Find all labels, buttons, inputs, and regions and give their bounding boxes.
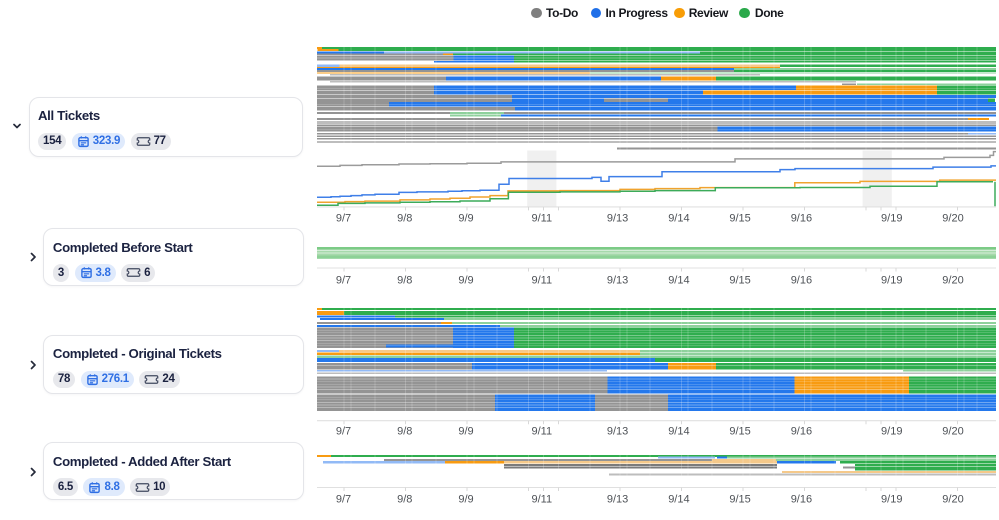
svg-text:9/19: 9/19 — [881, 212, 902, 224]
svg-text:9/20: 9/20 — [942, 425, 963, 437]
svg-text:9/14: 9/14 — [668, 212, 689, 224]
svg-text:9/15: 9/15 — [729, 425, 750, 437]
svg-text:9/8: 9/8 — [397, 425, 412, 437]
svg-text:9/14: 9/14 — [668, 425, 689, 437]
svg-text:9/13: 9/13 — [607, 494, 628, 506]
svg-text:9/9: 9/9 — [458, 425, 473, 437]
svg-text:9/13: 9/13 — [607, 212, 628, 224]
svg-text:9/7: 9/7 — [336, 494, 351, 506]
svg-text:9/7: 9/7 — [336, 212, 351, 224]
svg-text:9/19: 9/19 — [881, 425, 902, 437]
svg-text:9/8: 9/8 — [397, 212, 412, 224]
svg-text:9/16: 9/16 — [791, 212, 812, 224]
svg-text:9/16: 9/16 — [791, 425, 812, 437]
svg-text:9/14: 9/14 — [668, 494, 689, 506]
svg-text:9/11: 9/11 — [532, 425, 553, 437]
svg-text:9/9: 9/9 — [458, 212, 473, 224]
svg-text:9/19: 9/19 — [881, 494, 902, 506]
svg-text:9/11: 9/11 — [532, 274, 553, 286]
svg-text:9/8: 9/8 — [397, 494, 412, 506]
svg-text:9/16: 9/16 — [791, 494, 812, 506]
svg-text:9/20: 9/20 — [942, 494, 963, 506]
svg-text:9/7: 9/7 — [336, 274, 351, 286]
svg-text:9/16: 9/16 — [791, 274, 812, 286]
svg-text:9/20: 9/20 — [942, 274, 963, 286]
svg-text:9/14: 9/14 — [668, 274, 689, 286]
svg-text:9/8: 9/8 — [397, 274, 412, 286]
svg-text:9/15: 9/15 — [729, 212, 750, 224]
svg-text:9/13: 9/13 — [607, 274, 628, 286]
svg-text:9/7: 9/7 — [336, 425, 351, 437]
svg-text:9/9: 9/9 — [458, 494, 473, 506]
svg-text:9/11: 9/11 — [532, 494, 553, 506]
svg-text:9/20: 9/20 — [942, 212, 963, 224]
svg-text:9/19: 9/19 — [881, 274, 902, 286]
svg-text:9/9: 9/9 — [458, 274, 473, 286]
svg-text:9/15: 9/15 — [729, 274, 750, 286]
svg-text:9/11: 9/11 — [532, 212, 553, 224]
svg-text:9/13: 9/13 — [607, 425, 628, 437]
svg-text:9/15: 9/15 — [729, 494, 750, 506]
